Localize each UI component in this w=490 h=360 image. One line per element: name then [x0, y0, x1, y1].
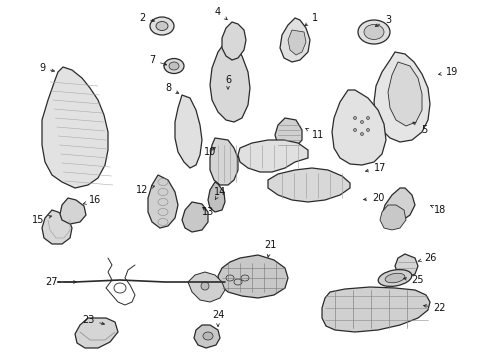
Polygon shape [75, 318, 118, 348]
Polygon shape [268, 168, 350, 202]
Polygon shape [275, 118, 302, 150]
Text: 19: 19 [439, 67, 458, 77]
Polygon shape [380, 205, 406, 230]
Ellipse shape [156, 22, 168, 31]
Polygon shape [218, 255, 288, 298]
Ellipse shape [201, 282, 209, 290]
Polygon shape [382, 188, 415, 225]
Text: 16: 16 [83, 195, 101, 205]
Polygon shape [42, 67, 108, 188]
Polygon shape [322, 287, 430, 332]
Text: 26: 26 [418, 253, 436, 263]
Ellipse shape [361, 132, 364, 135]
Ellipse shape [164, 58, 184, 73]
Ellipse shape [361, 121, 364, 123]
Text: 25: 25 [404, 275, 424, 285]
Polygon shape [208, 182, 225, 212]
Text: 5: 5 [413, 122, 427, 135]
Ellipse shape [358, 20, 390, 44]
Ellipse shape [150, 17, 174, 35]
Text: 8: 8 [165, 83, 179, 93]
Text: 14: 14 [214, 187, 226, 200]
Text: 12: 12 [136, 185, 154, 195]
Polygon shape [288, 30, 306, 55]
Polygon shape [148, 175, 178, 228]
Polygon shape [210, 138, 238, 185]
Text: 4: 4 [215, 7, 227, 20]
Text: 2: 2 [139, 13, 154, 23]
Polygon shape [222, 22, 246, 60]
Ellipse shape [169, 62, 179, 70]
Text: 27: 27 [46, 277, 76, 287]
Text: 15: 15 [32, 215, 51, 225]
Text: 6: 6 [225, 75, 231, 89]
Polygon shape [194, 325, 220, 348]
Polygon shape [210, 38, 250, 122]
Ellipse shape [367, 129, 369, 131]
Text: 22: 22 [423, 303, 446, 313]
Ellipse shape [234, 279, 242, 285]
Text: 23: 23 [82, 315, 104, 325]
Text: 3: 3 [375, 15, 391, 26]
Ellipse shape [364, 24, 384, 40]
Polygon shape [395, 254, 418, 278]
Polygon shape [60, 198, 86, 224]
Text: 18: 18 [431, 205, 446, 215]
Ellipse shape [385, 273, 405, 283]
Text: 10: 10 [204, 147, 216, 157]
Polygon shape [374, 52, 430, 142]
Text: 13: 13 [202, 207, 214, 217]
Ellipse shape [367, 117, 369, 120]
Ellipse shape [203, 332, 213, 340]
Text: 17: 17 [366, 163, 386, 173]
Text: 21: 21 [264, 240, 276, 257]
Ellipse shape [378, 270, 412, 287]
Polygon shape [182, 202, 208, 232]
Polygon shape [175, 95, 202, 168]
Text: 7: 7 [149, 55, 167, 65]
Text: 9: 9 [39, 63, 54, 73]
Ellipse shape [353, 129, 357, 131]
Text: 11: 11 [306, 129, 324, 140]
Text: 20: 20 [364, 193, 384, 203]
Text: 1: 1 [305, 13, 318, 26]
Polygon shape [388, 62, 422, 126]
Polygon shape [280, 18, 310, 62]
Polygon shape [332, 90, 386, 165]
Ellipse shape [353, 117, 357, 120]
Ellipse shape [241, 275, 249, 281]
Text: 24: 24 [212, 310, 224, 327]
Polygon shape [42, 210, 72, 244]
Polygon shape [238, 140, 308, 172]
Ellipse shape [226, 275, 234, 281]
Polygon shape [188, 272, 225, 302]
